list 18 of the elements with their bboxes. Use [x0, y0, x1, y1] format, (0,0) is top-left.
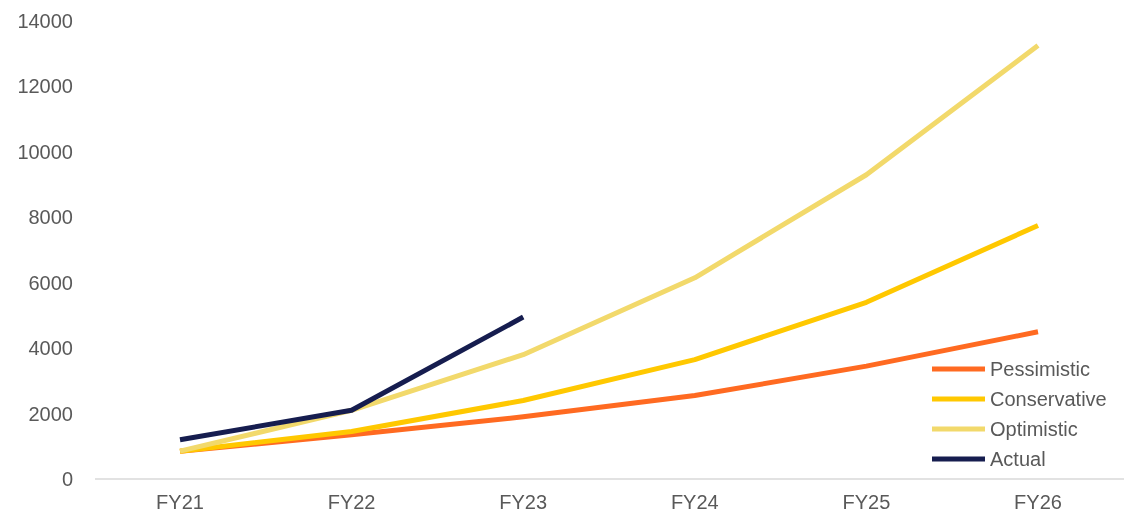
y-tick-label: 0 — [61, 468, 73, 490]
y-tick-label: 12000 — [17, 75, 73, 98]
y-tick-label: 8000 — [28, 206, 73, 229]
x-tick-label: FY21 — [156, 491, 204, 513]
y-tick-label: 10000 — [17, 140, 73, 163]
legend-label: Actual — [990, 448, 1046, 470]
x-tick-label: FY23 — [499, 491, 548, 513]
y-tick-label: 4000 — [28, 337, 73, 360]
y-tick-label: 2000 — [28, 402, 73, 425]
x-tick-label: FY22 — [327, 491, 376, 513]
y-tick-label: 14000 — [17, 10, 73, 32]
legend-label: Pessimistic — [990, 358, 1091, 380]
legend-label: Conservative — [990, 388, 1107, 410]
x-tick-label: FY25 — [842, 491, 891, 513]
x-tick-label: FY26 — [1014, 491, 1062, 513]
y-tick-label: 6000 — [28, 271, 73, 294]
x-tick-label: FY24 — [670, 491, 719, 513]
legend-label: Optimistic — [990, 418, 1078, 440]
